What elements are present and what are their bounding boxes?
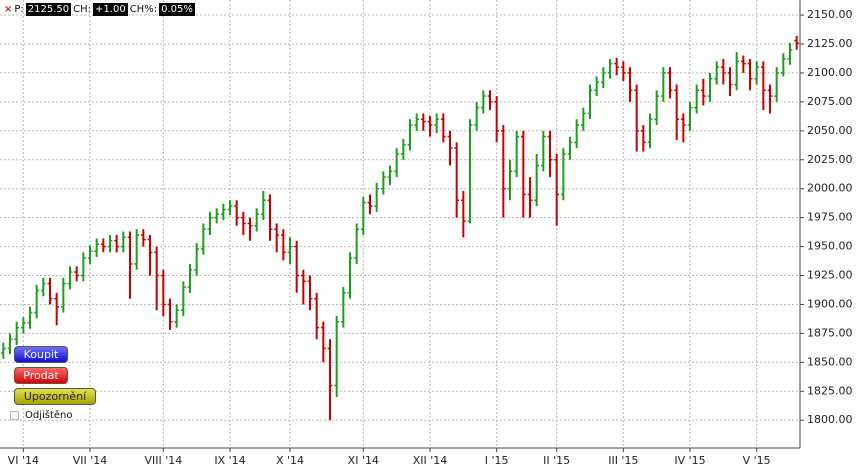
y-tick-label: 2025.00 [807, 153, 853, 166]
pct: 0.05% [159, 3, 195, 16]
x-tick-label: II '15 [543, 454, 570, 467]
y-tick-label: 1850.00 [807, 355, 853, 368]
quote-header: × P: 2125.50 CH: +1.00 CH%: 0.05% [4, 3, 195, 16]
checkbox-label: Odjištěno [25, 410, 73, 421]
y-tick-label: 2100.00 [807, 66, 853, 79]
x-tick-label: XII '14 [413, 454, 448, 467]
sell-button[interactable]: Prodat [14, 367, 68, 384]
y-tick-label: 1800.00 [807, 413, 853, 426]
hedged-checkbox[interactable]: Odjištěno [10, 410, 73, 421]
y-tick-label: 2050.00 [807, 124, 853, 137]
y-tick-label: 2150.00 [807, 8, 853, 21]
x-tick-label: IV '15 [674, 454, 705, 467]
x-tick-label: V '15 [743, 454, 771, 467]
x-tick-label: VIII '14 [144, 454, 182, 467]
y-tick-label: 2125.00 [807, 37, 853, 50]
alert-button[interactable]: Upozornění [14, 388, 96, 405]
checkbox[interactable] [10, 411, 19, 420]
change-label: CH: [73, 4, 92, 15]
close-icon[interactable]: × [4, 4, 13, 15]
y-tick-label: 1825.00 [807, 384, 853, 397]
y-tick-label: 1975.00 [807, 211, 853, 224]
y-tick-label: 1875.00 [807, 326, 853, 339]
price: 2125.50 [25, 3, 72, 16]
y-tick-label: 1925.00 [807, 269, 853, 282]
x-tick-label: IX '14 [214, 454, 245, 467]
y-tick-label: 2000.00 [807, 182, 853, 195]
x-tick-label: III '15 [608, 454, 638, 467]
buy-button[interactable]: Koupit [14, 346, 68, 363]
pct-label: CH%: [129, 4, 158, 15]
y-tick-label: 1950.00 [807, 240, 853, 253]
x-tick-label: VII '14 [73, 454, 108, 467]
x-tick-label: X '14 [276, 454, 304, 467]
price-label: P: [14, 4, 24, 15]
y-tick-label: 1900.00 [807, 297, 853, 310]
x-tick-label: VI '14 [8, 454, 39, 467]
x-tick-label: I '15 [485, 454, 509, 467]
y-tick-label: 2075.00 [807, 95, 853, 108]
x-tick-label: XI '14 [348, 454, 379, 467]
change: +1.00 [93, 3, 128, 16]
